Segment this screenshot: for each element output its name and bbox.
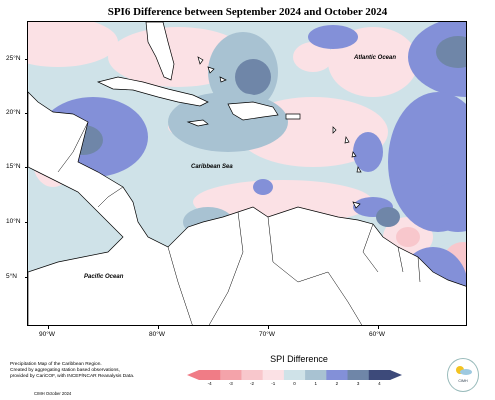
credit-date: CIMH October 2024 [34,391,72,396]
legend-title: SPI Difference [270,354,328,364]
legend-tick-label: -2 [250,381,255,386]
legend-tick-label: 3 [356,381,360,386]
spi-difference-map [28,22,466,325]
lat-tickmark [25,222,28,223]
lon-tickmark [48,326,49,329]
legend-tick-label: 0 [293,381,296,386]
lon-tick-80w: 80°W [149,331,165,338]
lat-tickmark [25,59,28,60]
legend-swatch [220,370,242,380]
legend-tick-label: -4 [207,381,212,386]
credit-line-2: Created by aggregating station based obs… [10,368,120,373]
atlantic-ocean-label: Atlantic Ocean [354,55,397,61]
lon-tick-70w: 70°W [259,331,275,338]
legend-colorbar [187,370,402,380]
central-south-america [28,91,466,325]
logo-text: CIMH [458,379,468,383]
hispaniola [227,101,279,121]
florida [145,22,175,81]
lat-tick-20n: 20°N [6,109,21,116]
pacific-ocean-label: Pacific Ocean [84,274,124,280]
lon-tick-90w: 90°W [39,331,55,338]
cuba [96,76,209,107]
legend-swatch [262,370,285,380]
country-borders [57,121,421,325]
credit-text: Precipitation Map of the Caribbean Regio… [10,362,170,380]
lon-tickmark [268,326,269,329]
lon-tickmark [158,326,159,329]
legend-tick-label: -1 [271,381,276,386]
legend-swatch [368,370,391,380]
legend-tick-label: 1 [314,381,317,386]
map-area: Atlantic Ocean Caribbean Sea Pacific Oce… [27,21,467,326]
lat-tick-15n: 15°N [6,163,21,170]
lat-tickmark [25,113,28,114]
legend-swatch [347,370,370,380]
puerto-rico [285,113,301,120]
sun-cloud-icon [456,366,472,375]
legend-swatch [283,370,306,380]
map-title: SPI6 Difference between September 2024 a… [107,6,388,18]
legend-swatch [241,370,264,380]
credit-line-1: Precipitation Map of the Caribbean Regio… [10,362,102,367]
legend-swatch [305,370,327,380]
legend-swatch [199,370,221,380]
caribbean-sea-label: Caribbean Sea [191,164,233,170]
jamaica [186,119,209,127]
legend-swatch [326,370,349,380]
lat-tick-25n: 25°N [6,55,21,62]
cimh-logo-icon: CIMH [447,358,479,392]
lat-tick-5n: 5°N [6,273,17,280]
legend-tick-label: 4 [378,381,381,386]
lat-tickmark [25,167,28,168]
legend-tick-label: -3 [228,381,233,386]
legend-tick-label: 2 [335,381,339,386]
lon-tick-60w: 60°W [369,331,385,338]
land-masses [28,22,466,325]
lat-tick-10n: 10°N [6,218,21,225]
legend-arrow-left [187,370,199,380]
lon-tickmark [378,326,379,329]
lat-tickmark [25,277,28,278]
legend-arrow-right [390,370,402,380]
credit-line-3: provided by CariCOF, with INCEP/NCAR Rea… [10,374,135,379]
